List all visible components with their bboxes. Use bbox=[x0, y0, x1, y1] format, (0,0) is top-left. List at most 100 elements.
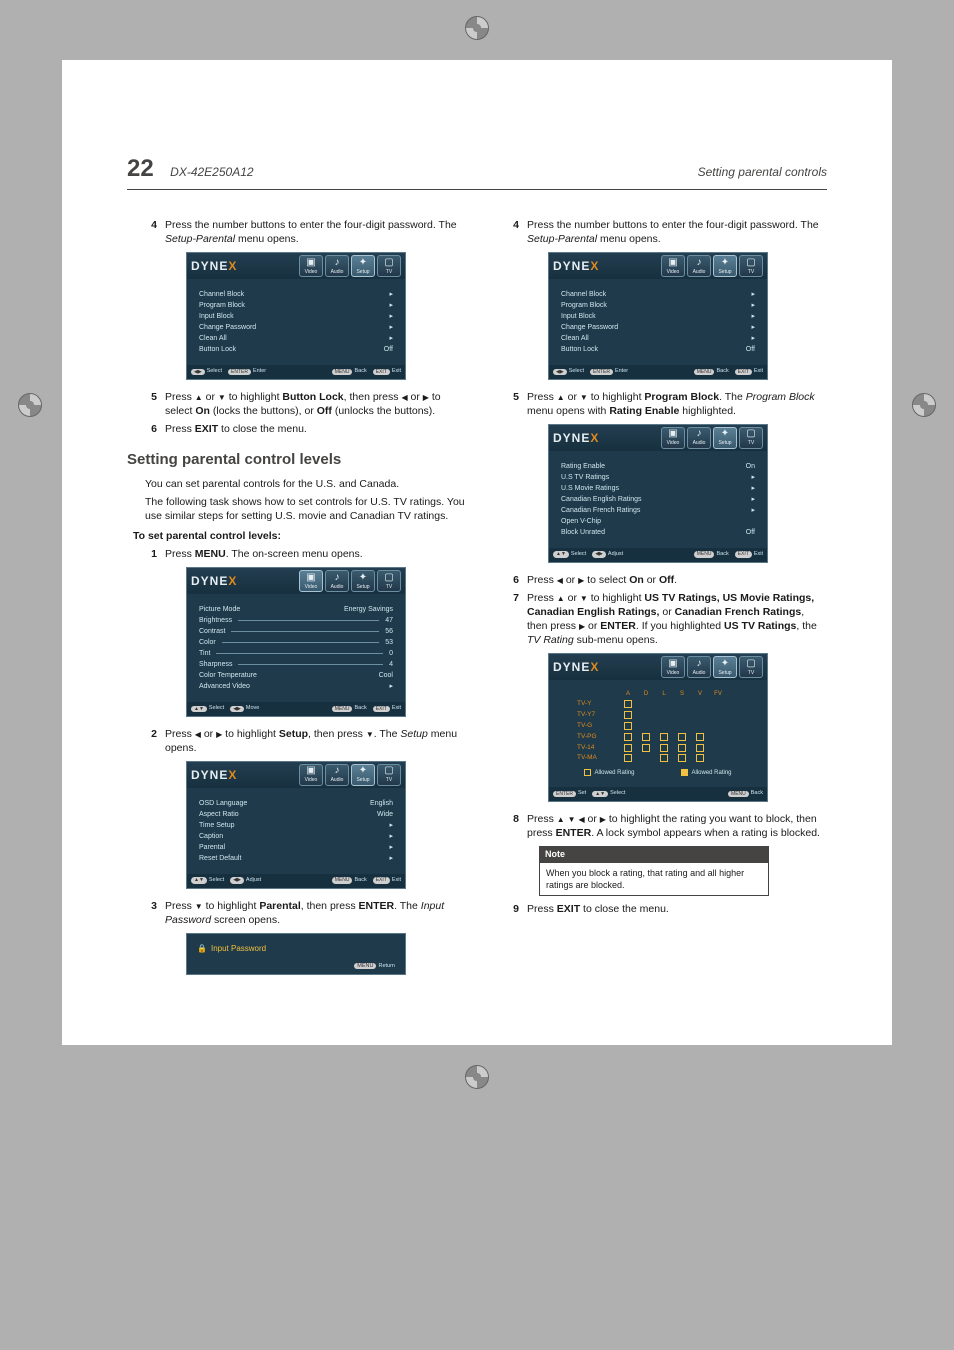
osd-header: DYNEX ▣Video ♪Audio ✦Setup ▢TV bbox=[549, 654, 767, 680]
osd-input-password: 🔒Input Password MENUReturn bbox=[186, 933, 406, 975]
foot-enter: ENTEREnter bbox=[590, 368, 628, 375]
down-icon bbox=[580, 592, 588, 604]
foot-back: MENUBack bbox=[728, 790, 763, 797]
tab-tv: ▢TV bbox=[377, 255, 401, 277]
osd-row: Rating EnableOn bbox=[561, 461, 755, 472]
note-box: Note When you block a rating, that ratin… bbox=[539, 846, 769, 896]
step-8: 8 Press or to highlight the rating you w… bbox=[507, 812, 827, 840]
registration-mark-icon bbox=[465, 16, 489, 40]
osd-row: Color TemperatureCool bbox=[199, 670, 393, 681]
tab-tv: ▢TV bbox=[377, 764, 401, 786]
tab-video: ▣Video bbox=[661, 255, 685, 277]
tab-setup: ✦Setup bbox=[351, 764, 375, 786]
intro-text: You can set parental controls for the U.… bbox=[145, 477, 465, 491]
foot-select: ▲▼Select bbox=[592, 790, 625, 797]
step-1: 1 Press MENU. The on-screen menu opens. bbox=[145, 547, 465, 561]
foot-back: MENUBack bbox=[332, 877, 367, 884]
tab-audio: ♪Audio bbox=[687, 255, 711, 277]
osd-row: U.S Movie Ratings▸ bbox=[561, 483, 755, 494]
up-icon bbox=[557, 813, 565, 825]
dynex-logo: DYNEX bbox=[191, 258, 297, 274]
dynex-logo: DYNEX bbox=[553, 258, 659, 274]
audio-icon: ♪ bbox=[697, 258, 702, 268]
foot-enter: ENTEREnter bbox=[228, 368, 266, 375]
osd-row: Picture ModeEnergy Savings bbox=[199, 604, 393, 615]
osd-row: Input Block▸ bbox=[561, 311, 755, 322]
tv-icon: ▢ bbox=[384, 573, 393, 583]
foot-exit: EXITExit bbox=[373, 368, 401, 375]
foot-back: MENUBack bbox=[694, 551, 729, 558]
osd-row: Button LockOff bbox=[561, 344, 755, 355]
tab-video: ▣Video bbox=[299, 764, 323, 786]
osd-row: Contrast56 bbox=[199, 626, 393, 637]
foot-adjust: ◀▶Adjust bbox=[230, 877, 261, 884]
left-icon bbox=[578, 813, 584, 825]
osd-body: Picture ModeEnergy Savings Brightness47 … bbox=[187, 594, 405, 702]
osd-row: Color53 bbox=[199, 637, 393, 648]
setup-icon: ✦ bbox=[359, 258, 367, 268]
dynex-logo: DYNEX bbox=[553, 659, 659, 675]
osd-row: Input Block▸ bbox=[199, 311, 393, 322]
osd-footer: ◀▶Select ENTEREnter MENUBack EXITExit bbox=[549, 365, 767, 378]
foot-select: ▲▼Select bbox=[553, 551, 586, 558]
osd-row: Caption▸ bbox=[199, 831, 393, 842]
osd-row: Clean All▸ bbox=[199, 333, 393, 344]
osd-row: Parental▸ bbox=[199, 842, 393, 853]
foot-exit: EXITExit bbox=[735, 368, 763, 375]
tab-tv: ▢TV bbox=[739, 656, 763, 678]
osd-row: Canadian English Ratings▸ bbox=[561, 494, 755, 505]
step-4: 4 Press the number buttons to enter the … bbox=[145, 218, 465, 246]
osd-footer: ◀▶Select ENTEREnter MENUBack EXITExit bbox=[187, 365, 405, 378]
osd-row: Aspect RatioWide bbox=[199, 809, 393, 820]
osd-row: Block UnratedOff bbox=[561, 527, 755, 538]
osd-parental-menu: DYNEX ▣Video ♪Audio ✦Setup ▢TV Channel B… bbox=[548, 252, 768, 379]
step-6: 6 Press EXIT to close the menu. bbox=[145, 422, 465, 436]
osd-row: Clean All▸ bbox=[561, 333, 755, 344]
tv-icon: ▢ bbox=[384, 766, 393, 776]
lock-icon: 🔒 bbox=[197, 944, 207, 953]
step-9: 9 Press EXIT to close the menu. bbox=[507, 902, 827, 916]
osd-footer: ENTERSet ▲▼Select MENUBack bbox=[549, 787, 767, 800]
osd-tv-ratings: DYNEX ▣Video ♪Audio ✦Setup ▢TV A D L S V… bbox=[548, 653, 768, 801]
osd-body: A D L S V FV TV-Y TV-Y7 TV-G TV-PG TV-14… bbox=[549, 680, 767, 787]
tab-setup: ✦Setup bbox=[713, 427, 737, 449]
osd-row: Open V-Chip bbox=[561, 516, 755, 527]
dynex-logo: DYNEX bbox=[191, 767, 297, 783]
foot-select: ▲▼Select bbox=[191, 877, 224, 884]
manual-page: 22 DX-42E250A12 Setting parental control… bbox=[62, 60, 892, 1045]
tv-icon: ▢ bbox=[746, 258, 755, 268]
foot-adjust: ◀▶Adjust bbox=[592, 551, 623, 558]
osd-footer: ▲▼Select ◀▶Adjust MENUBack EXITExit bbox=[549, 548, 767, 561]
osd-footer: ▲▼Select ◀▶Adjust MENUBack EXITExit bbox=[187, 874, 405, 887]
foot-back: MENUBack bbox=[332, 705, 367, 712]
up-icon bbox=[557, 391, 565, 403]
setup-icon: ✦ bbox=[359, 766, 367, 776]
step-6: 6 Press or to select On or Off. bbox=[507, 573, 827, 587]
osd-body: Channel Block▸ Program Block▸ Input Bloc… bbox=[549, 279, 767, 365]
header-left: 22 DX-42E250A12 bbox=[127, 155, 254, 183]
foot-select: ▲▼Select bbox=[191, 705, 224, 712]
osd-header: DYNEX ▣Video ♪Audio ✦Setup ▢TV bbox=[187, 253, 405, 279]
note-header: Note bbox=[539, 846, 769, 862]
osd-row: Brightness47 bbox=[199, 615, 393, 626]
down-icon bbox=[218, 391, 226, 403]
osd-body: OSD LanguageEnglish Aspect RatioWide Tim… bbox=[187, 788, 405, 874]
tab-setup: ✦Setup bbox=[351, 255, 375, 277]
tv-rating-grid: A D L S V FV TV-Y TV-Y7 TV-G TV-PG TV-14… bbox=[577, 690, 755, 763]
osd-row: Canadian French Ratings▸ bbox=[561, 505, 755, 516]
audio-icon: ♪ bbox=[335, 573, 340, 583]
osd-video-menu: DYNEX ▣Video ♪Audio ✦Setup ▢TV Picture M… bbox=[186, 567, 406, 716]
osd-row: Advanced Video▸ bbox=[199, 681, 393, 692]
foot-exit: EXITExit bbox=[735, 551, 763, 558]
tab-audio: ♪Audio bbox=[325, 764, 349, 786]
tab-setup: ✦Setup bbox=[351, 570, 375, 592]
content-columns: 4 Press the number buttons to enter the … bbox=[127, 214, 827, 985]
osd-row: Change Password▸ bbox=[561, 322, 755, 333]
down-icon bbox=[580, 391, 588, 403]
osd-setup-menu: DYNEX ▣Video ♪Audio ✦Setup ▢TV OSD Langu… bbox=[186, 761, 406, 888]
osd-row: Tint0 bbox=[199, 648, 393, 659]
step-5: 5 Press or to highlight Program Block. T… bbox=[507, 390, 827, 418]
osd-row: U.S TV Ratings▸ bbox=[561, 472, 755, 483]
return-hint: MENUReturn bbox=[197, 963, 395, 970]
setup-icon: ✦ bbox=[359, 573, 367, 583]
